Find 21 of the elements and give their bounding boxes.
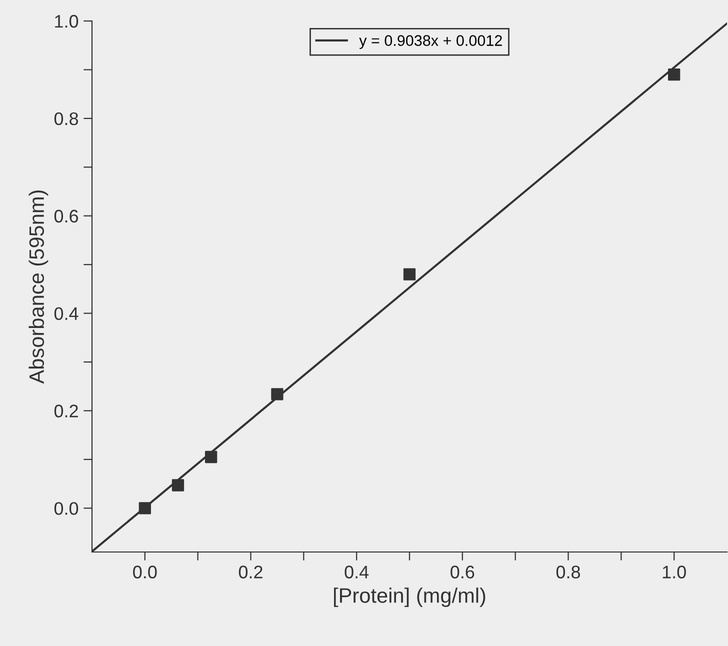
y-tick-label: 0.2 bbox=[54, 404, 78, 418]
x-tick-label: 0.6 bbox=[450, 566, 474, 578]
x-tick-label: 0.0 bbox=[133, 566, 157, 578]
y-axis-title: Absorbance (595nm) bbox=[28, 190, 48, 384]
point bbox=[204, 450, 218, 464]
point bbox=[668, 68, 680, 81]
y-tick-label: 0.0 bbox=[54, 502, 78, 515]
x-tick-label: 0.4 bbox=[344, 566, 369, 578]
point bbox=[138, 502, 151, 514]
x-tick-label: 1.0 bbox=[662, 566, 686, 578]
y-tick-label: 0.8 bbox=[54, 112, 78, 126]
point bbox=[271, 388, 284, 400]
y-tick-label: 1.0 bbox=[55, 14, 78, 28]
point bbox=[403, 268, 416, 280]
x-tick-label: 0.8 bbox=[556, 566, 580, 578]
point bbox=[172, 479, 184, 492]
y-tick-label: 0.6 bbox=[54, 210, 78, 223]
x-tick-label: 0.2 bbox=[238, 566, 262, 578]
x-axis-title: [Protein] (mg/ml) bbox=[334, 588, 486, 607]
legend-label: y = 0.9038x + 0.0012 bbox=[359, 35, 502, 49]
y-tick-label: 0.4 bbox=[54, 307, 78, 320]
